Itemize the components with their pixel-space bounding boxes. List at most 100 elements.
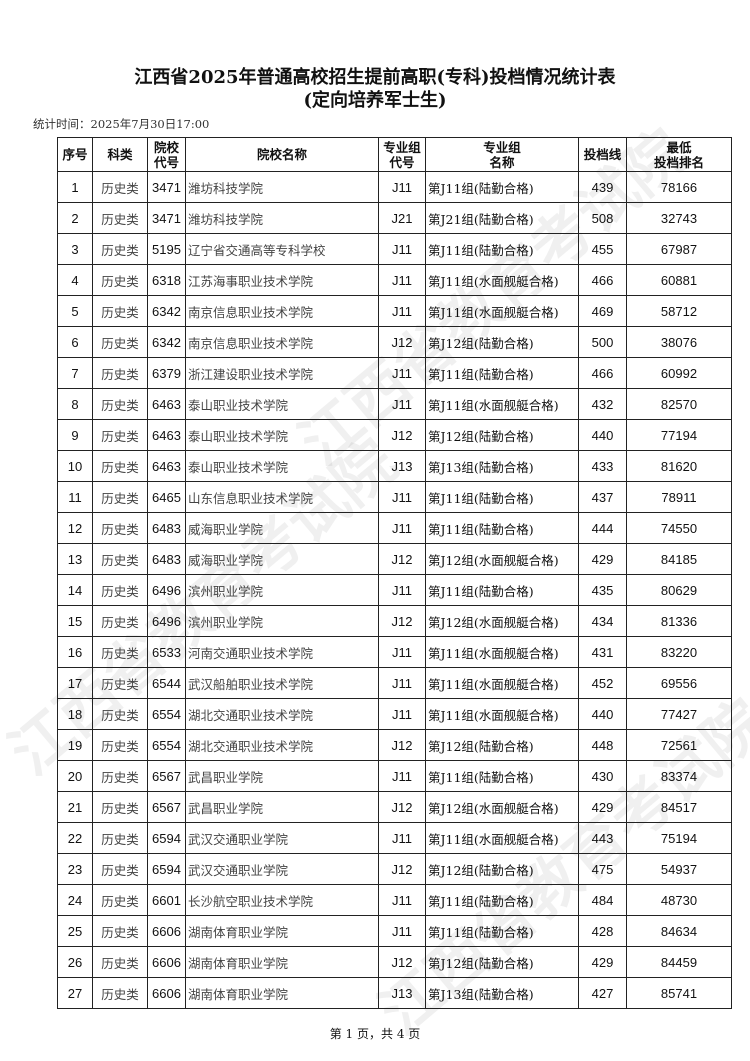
col-min-rank-cell: 38076 — [626, 326, 732, 358]
col-group-code-cell: J11 — [378, 636, 426, 668]
col-school-code-cell: 6606 — [147, 946, 186, 978]
col-group-name-cell: 第J11组(陆勤合格) — [425, 884, 579, 916]
col-school-name-cell: 南京信息职业技术学院 — [185, 295, 379, 327]
col-group-name-cell: 第J11组(水面舰艇合格) — [425, 295, 579, 327]
col-category-header: 科类 — [92, 137, 148, 172]
table-row: 12 历史类 6483 威海职业学院 J11 第J11组(陆勤合格) 444 74550 — [57, 512, 732, 544]
col-school-code-cell: 6483 — [147, 512, 186, 544]
col-category-cell: 历史类 — [92, 977, 148, 1009]
col-category-cell: 历史类 — [92, 543, 148, 575]
col-group-code-cell: J11 — [378, 357, 426, 389]
col-school-code-header: 院校 代号 — [147, 137, 186, 172]
col-group-name-cell: 第J11组(水面舰艇合格) — [425, 636, 579, 668]
col-index-cell: 15 — [57, 605, 93, 637]
col-school-name-cell: 武汉交通职业学院 — [185, 822, 379, 854]
col-group-code-cell: J11 — [378, 388, 426, 420]
col-index-cell: 10 — [57, 450, 93, 482]
table-row: 17 历史类 6544 武汉船舶职业技术学院 J11 第J11组(水面舰艇合格) 452 69… — [57, 667, 732, 699]
col-index-cell: 18 — [57, 698, 93, 730]
col-group-code-cell: J12 — [378, 946, 426, 978]
col-score-line-cell: 469 — [578, 295, 627, 327]
col-school-name-cell: 江苏海事职业技术学院 — [185, 264, 379, 296]
admission-table: 序号 科类 院校 代号 院校名称 专业组 代号 专业组 名称 投档线 最低 投档排名 1 历史类… — [57, 137, 732, 1009]
col-group-code-cell: J11 — [378, 481, 426, 513]
col-school-name-cell: 湖北交通职业技术学院 — [185, 729, 379, 761]
table-row: 8 历史类 6463 泰山职业技术学院 J11 第J11组(水面舰艇合格) 432 82570 — [57, 388, 732, 420]
col-group-code-cell: J11 — [378, 295, 426, 327]
document-title: 江西省2025年普通高校招生提前高职(专科)投档情况统计表 — [134, 67, 616, 88]
col-index-cell: 14 — [57, 574, 93, 606]
col-group-code-cell: J13 — [378, 450, 426, 482]
col-min-rank-cell: 69556 — [626, 667, 732, 699]
col-index-cell: 9 — [57, 419, 93, 451]
col-category-cell: 历史类 — [92, 605, 148, 637]
col-index-cell: 21 — [57, 791, 93, 823]
col-category-cell: 历史类 — [92, 295, 148, 327]
col-category-cell: 历史类 — [92, 388, 148, 420]
col-school-name-cell: 泰山职业技术学院 — [185, 388, 379, 420]
col-school-name-cell: 浙江建设职业技术学院 — [185, 357, 379, 389]
col-score-line-cell: 466 — [578, 357, 627, 389]
col-group-code-cell: J11 — [378, 822, 426, 854]
col-index-cell: 19 — [57, 729, 93, 761]
col-category-cell: 历史类 — [92, 357, 148, 389]
col-index-cell: 20 — [57, 760, 93, 792]
col-school-name-cell: 河南交通职业技术学院 — [185, 636, 379, 668]
col-group-name-cell: 第J11组(水面舰艇合格) — [425, 667, 579, 699]
col-min-rank-cell: 75194 — [626, 822, 732, 854]
col-min-rank-cell: 82570 — [626, 388, 732, 420]
col-category-cell: 历史类 — [92, 450, 148, 482]
col-category-cell: 历史类 — [92, 760, 148, 792]
col-school-name-cell: 泰山职业技术学院 — [185, 419, 379, 451]
col-school-code-cell: 6342 — [147, 295, 186, 327]
table-header: 序号 科类 院校 代号 院校名称 专业组 代号 专业组 名称 投档线 最低 投档排名 — [57, 137, 732, 172]
col-school-name-cell: 湖北交通职业技术学院 — [185, 698, 379, 730]
table-row: 7 历史类 6379 浙江建设职业技术学院 J11 第J11组(陆勤合格) 466 60992 — [57, 357, 732, 389]
col-score-line-cell: 452 — [578, 667, 627, 699]
col-min-rank-cell: 83374 — [626, 760, 732, 792]
col-group-name-cell: 第J11组(陆勤合格) — [425, 512, 579, 544]
col-group-code-cell: J12 — [378, 729, 426, 761]
col-min-rank-cell: 81620 — [626, 450, 732, 482]
table-row: 2 历史类 3471 潍坊科技学院 J21 第J21组(陆勤合格) 508 32743 — [57, 202, 732, 234]
col-category-cell: 历史类 — [92, 171, 148, 203]
table-row: 21 历史类 6567 武昌职业学院 J12 第J12组(水面舰艇合格) 429 84517 — [57, 791, 732, 823]
col-group-code-cell: J11 — [378, 264, 426, 296]
table-row: 14 历史类 6496 滨州职业学院 J11 第J11组(陆勤合格) 435 80629 — [57, 574, 732, 606]
col-group-code-cell: J11 — [378, 233, 426, 265]
col-category-cell: 历史类 — [92, 574, 148, 606]
col-school-code-cell: 6606 — [147, 915, 186, 947]
col-score-line-cell: 475 — [578, 853, 627, 885]
col-group-code-cell: J12 — [378, 419, 426, 451]
col-group-code-cell: J11 — [378, 171, 426, 203]
col-school-name-cell: 武汉船舶职业技术学院 — [185, 667, 379, 699]
col-category-cell: 历史类 — [92, 233, 148, 265]
col-category-cell: 历史类 — [92, 729, 148, 761]
col-min-rank-cell: 81336 — [626, 605, 732, 637]
col-score-line-cell: 431 — [578, 636, 627, 668]
col-school-name-cell: 南京信息职业技术学院 — [185, 326, 379, 358]
col-score-line-cell: 448 — [578, 729, 627, 761]
col-school-name-cell: 潍坊科技学院 — [185, 202, 379, 234]
col-score-line-cell: 455 — [578, 233, 627, 265]
col-index-cell: 3 — [57, 233, 93, 265]
col-school-code-cell: 6554 — [147, 729, 186, 761]
col-school-name-cell: 山东信息职业技术学院 — [185, 481, 379, 513]
col-min-rank-cell: 84634 — [626, 915, 732, 947]
table-row: 4 历史类 6318 江苏海事职业技术学院 J11 第J11组(水面舰艇合格) 466 608… — [57, 264, 732, 296]
col-min-rank-cell: 83220 — [626, 636, 732, 668]
col-school-name-cell: 湖南体育职业学院 — [185, 977, 379, 1009]
col-group-code-cell: J11 — [378, 915, 426, 947]
col-score-line-cell: 443 — [578, 822, 627, 854]
col-school-name-cell: 武汉交通职业学院 — [185, 853, 379, 885]
table-row: 1 历史类 3471 潍坊科技学院 J11 第J11组(陆勤合格) 439 78166 — [57, 171, 732, 203]
col-min-rank-cell: 60992 — [626, 357, 732, 389]
table-row: 18 历史类 6554 湖北交通职业技术学院 J11 第J11组(水面舰艇合格) 440 77… — [57, 698, 732, 730]
col-index-cell: 17 — [57, 667, 93, 699]
col-score-line-cell: 466 — [578, 264, 627, 296]
col-score-line-cell: 508 — [578, 202, 627, 234]
col-index-cell: 2 — [57, 202, 93, 234]
col-school-code-cell: 3471 — [147, 171, 186, 203]
col-min-rank-cell: 32743 — [626, 202, 732, 234]
col-category-cell: 历史类 — [92, 202, 148, 234]
